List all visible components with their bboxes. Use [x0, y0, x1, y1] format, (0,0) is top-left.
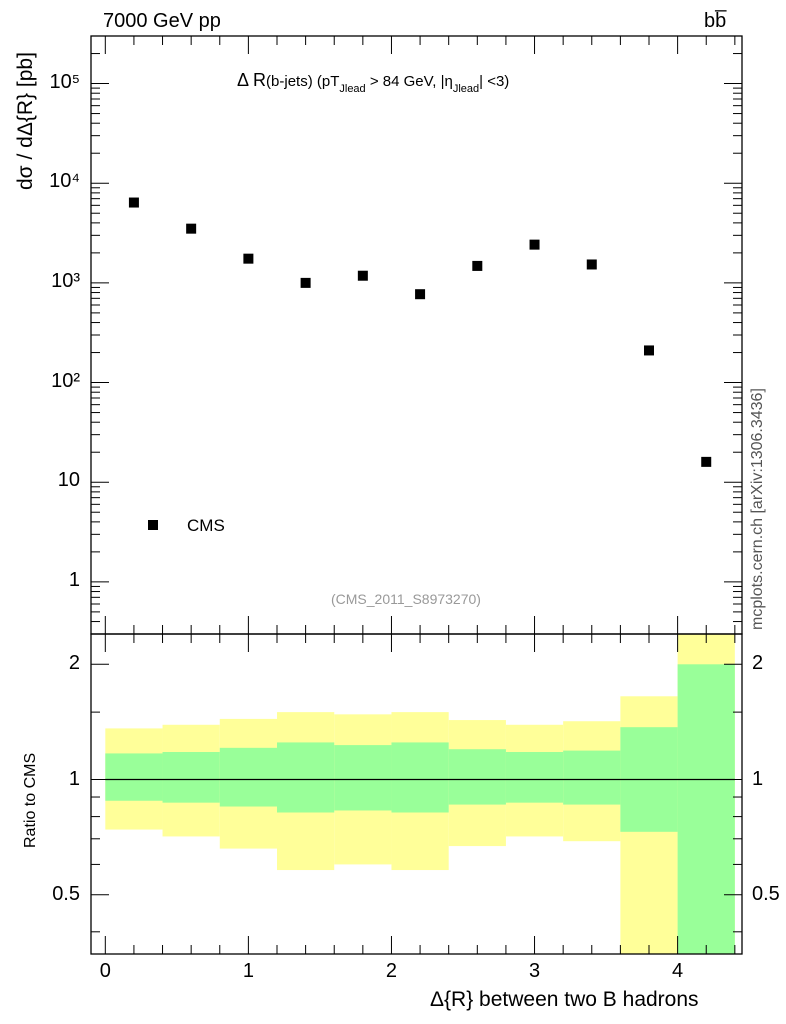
inner-band-bin	[563, 750, 621, 805]
title-main: Δ R	[237, 70, 267, 90]
ratio-y-tick-label: 2	[68, 652, 80, 675]
inner-band-bin	[505, 752, 564, 803]
inner-band-bin	[391, 742, 449, 813]
data-point	[186, 223, 197, 234]
inner-band-bin	[677, 664, 735, 954]
x-tick-label: 0	[99, 960, 111, 982]
data-point	[586, 259, 597, 270]
inner-band-bin	[219, 747, 277, 807]
data-point	[357, 270, 368, 281]
upper-panel-frame	[90, 35, 743, 635]
data-point	[644, 345, 654, 356]
source-label: mcplots.cern.ch [arXiv:1306.3436]	[749, 388, 766, 630]
data-point	[415, 289, 426, 300]
inner-band-bin	[105, 753, 163, 801]
data-point	[243, 253, 254, 264]
title-part-3: | <3)	[479, 73, 510, 90]
ratio-y-tick-label: 0.5	[52, 882, 80, 905]
inner-band-bin	[162, 752, 220, 803]
x-tick-label: 3	[528, 960, 541, 982]
y-tick-label: 1	[68, 568, 80, 591]
lower-panel-frame	[90, 633, 743, 955]
y-tick-label: 10²	[51, 369, 80, 392]
title-part-1: (b-jets) (pT	[266, 73, 340, 90]
data-point	[529, 239, 540, 250]
ratio-y-tick-label-right: 0.5	[752, 882, 780, 905]
lower-y-label: Ratio to CMS	[22, 752, 39, 848]
inner-band-bin	[277, 742, 335, 813]
ratio-y-tick-label-right: 2	[752, 652, 764, 675]
data-point	[128, 197, 139, 208]
legend-marker	[148, 520, 158, 530]
energy-label: 7000 GeV pp	[103, 10, 221, 32]
data-point	[472, 260, 483, 271]
analysis-id: (CMS_2011_S8973270)	[331, 591, 481, 607]
upper-axis-ticks	[91, 35, 742, 635]
process-label: bb̅	[704, 10, 727, 32]
title-sub-2: Jlead	[452, 83, 480, 95]
inner-band-bin	[448, 749, 506, 805]
x-tick-label: 4	[672, 960, 684, 982]
x-axis-label: Δ{R} between two B hadrons	[430, 988, 699, 1011]
ratio-inner-bands	[105, 664, 735, 954]
data-points	[128, 197, 712, 467]
lower-axis-ticks	[91, 634, 742, 954]
upper-y-label: dσ / dΔ{R} [pb]	[14, 52, 37, 190]
legend-label: CMS	[187, 516, 225, 535]
ratio-y-tick-label: 1	[68, 767, 80, 790]
title-sub-1: Jlead	[339, 83, 366, 95]
x-tick-label: 2	[385, 960, 398, 982]
inner-band-bin	[334, 745, 392, 811]
ratio-y-tick-label-right: 1	[752, 767, 764, 790]
plot-title: Δ R(b-jets) (pTJlead > 84 GeV, |ηJlead| …	[237, 70, 509, 95]
x-tick-label: 1	[242, 960, 254, 982]
y-tick-label: 10⁴	[49, 170, 80, 193]
title-part-2: > 84 GeV, |η	[365, 73, 453, 90]
data-point	[701, 456, 712, 467]
y-tick-label: 10	[57, 469, 80, 492]
y-tick-label: 10⁵	[49, 70, 80, 93]
y-tick-label: 10³	[51, 269, 80, 292]
data-point	[300, 277, 311, 288]
